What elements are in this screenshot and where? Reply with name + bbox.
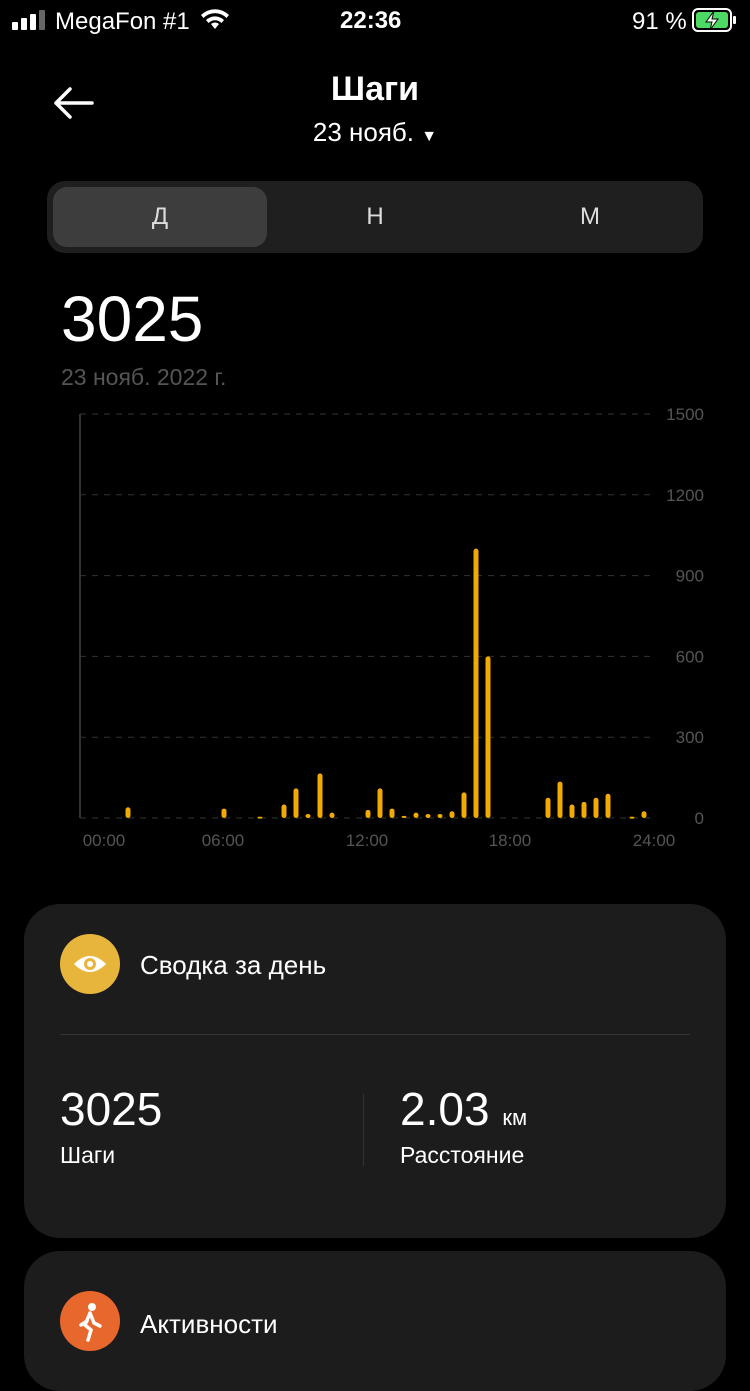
- bar: [401, 815, 407, 818]
- wifi-icon: [201, 9, 229, 30]
- date-label: 23 нояб.: [312, 117, 415, 147]
- y-tick-label: 1200: [666, 486, 704, 505]
- bar: [437, 813, 443, 818]
- carrier: MegaFon #1: [55, 8, 190, 35]
- bar: [425, 813, 431, 818]
- caret-down-icon: ▼: [421, 128, 438, 145]
- period-tabs: Д Н М: [47, 181, 703, 253]
- tab-day[interactable]: Д: [53, 187, 267, 247]
- page-title: Шаги: [330, 70, 420, 108]
- battery-charging-icon: [692, 8, 736, 32]
- distance-value: 2.03: [400, 1083, 490, 1135]
- distance-unit: км: [502, 1105, 528, 1130]
- card-title: Сводка за день: [140, 950, 327, 980]
- divider: [363, 1094, 364, 1166]
- bar: [329, 812, 335, 818]
- bar: [281, 804, 287, 818]
- card-title: Активности: [140, 1309, 278, 1339]
- steps-value: 3025: [60, 1083, 163, 1135]
- y-tick-label: 300: [676, 728, 704, 747]
- bar: [377, 788, 383, 818]
- bar: [569, 804, 575, 818]
- x-tick-label: 06:00: [202, 831, 245, 850]
- walking-icon: [60, 1291, 120, 1351]
- distance: 2.03 км: [400, 1082, 527, 1136]
- activity-card[interactable]: Активности: [24, 1251, 726, 1391]
- tab-week[interactable]: Н: [366, 203, 384, 230]
- bar: [593, 797, 599, 818]
- bar: [389, 808, 395, 818]
- bar: [545, 797, 551, 818]
- y-tick-label: 1500: [666, 405, 704, 424]
- bar: [473, 548, 479, 818]
- bar: [125, 807, 131, 818]
- bar: [365, 809, 371, 818]
- day-summary-card[interactable]: Сводка за день 3025 Шаги 2.03 км Расстоя…: [24, 904, 726, 1238]
- bar: [449, 811, 455, 818]
- bar: [461, 792, 467, 818]
- bar: [605, 793, 611, 818]
- y-tick-label: 0: [695, 809, 704, 828]
- bar: [221, 808, 227, 818]
- bar: [293, 788, 299, 818]
- back-arrow-icon[interactable]: [52, 86, 96, 120]
- x-tick-label: 24:00: [633, 831, 676, 850]
- clock: 22:36: [340, 7, 402, 34]
- date-selector[interactable]: 23 нояб. ▼: [0, 117, 750, 148]
- steps-label: Шаги: [60, 1142, 116, 1168]
- tab-month[interactable]: М: [580, 203, 600, 230]
- bar: [257, 816, 263, 819]
- bar: [305, 813, 311, 818]
- eye-icon: [60, 934, 120, 994]
- summary-date: 23 нояб. 2022 г.: [61, 364, 227, 390]
- divider: [60, 1034, 690, 1035]
- y-tick-label: 900: [676, 567, 704, 586]
- bar: [557, 781, 563, 818]
- bar: [629, 816, 635, 819]
- x-tick-label: 18:00: [489, 831, 532, 850]
- steps-chart: 1500 1200 900 600 300 0 00:00 06:00 12:00 18:00 24…: [79, 405, 704, 850]
- bar: [581, 801, 587, 818]
- bar: [413, 812, 419, 818]
- total-steps: 3025: [61, 283, 204, 355]
- bar: [317, 773, 323, 818]
- x-tick-label: 12:00: [346, 831, 389, 850]
- bar: [485, 656, 491, 818]
- x-tick-label: 00:00: [83, 831, 126, 850]
- signal-icon: [12, 10, 45, 30]
- status-bar: MegaFon #1 22:36 91 %: [0, 0, 750, 40]
- bar: [641, 811, 647, 818]
- y-tick-label: 600: [676, 647, 704, 666]
- distance-label: Расстояние: [400, 1142, 525, 1168]
- battery-percent: 91 %: [632, 8, 687, 35]
